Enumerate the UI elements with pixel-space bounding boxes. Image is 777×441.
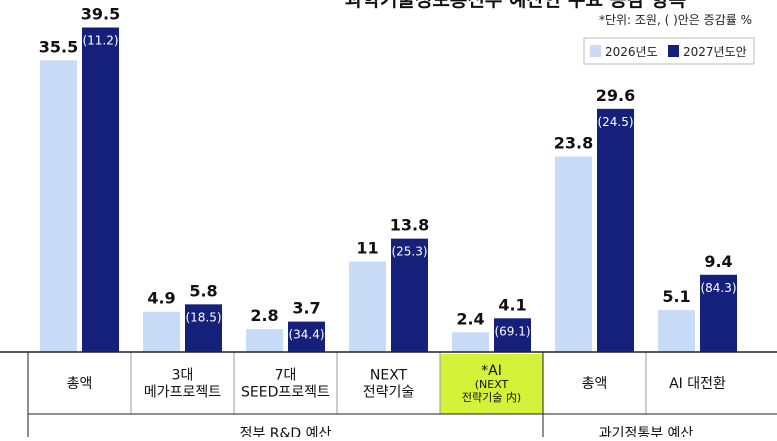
- category-label-line: SEED프로젝트: [241, 385, 330, 401]
- bar-2026-1: [143, 311, 180, 352]
- value-label-2026: 2.8: [250, 306, 278, 325]
- value-label-2027: 39.5: [81, 5, 120, 24]
- legend-swatch-2027: [668, 45, 679, 57]
- highlight-background: [440, 354, 543, 414]
- category-label: 총액: [582, 376, 608, 392]
- category-label-line: 총액: [67, 376, 93, 392]
- category-label-line: 메가프로젝트: [144, 385, 221, 401]
- bar-2027-4: [494, 318, 531, 352]
- bar-2026-2: [246, 328, 283, 352]
- legend-label-2027: 2027년도안: [683, 45, 747, 59]
- growth-label: (34.4): [288, 328, 324, 342]
- value-label-2026: 4.9: [147, 289, 175, 308]
- bar-2027-3: [391, 238, 428, 352]
- category-label: NEXT 전략기술: [363, 368, 415, 401]
- bar-2027-0: [82, 27, 119, 352]
- value-label-2026: 35.5: [39, 37, 78, 56]
- legend-swatch-2026: [590, 45, 601, 57]
- value-label-2026: 2.4: [456, 309, 484, 328]
- bar-2027-6: [700, 274, 737, 352]
- bar-2027-1: [185, 304, 222, 352]
- value-label-2027: 5.8: [189, 281, 217, 300]
- unit-note: *단위: 조원, ( )안은 증감률 %: [599, 13, 752, 27]
- category-label: AI 대전환: [669, 376, 726, 392]
- category-label: 3대 메가프로젝트: [144, 368, 221, 401]
- value-label-2027: 13.8: [390, 216, 429, 235]
- group-label: 과기정통부 예산: [599, 426, 694, 437]
- bar-2027-5: [597, 108, 634, 352]
- category-label-line: 전략기술 内): [462, 390, 521, 404]
- bar-2026-0: [40, 60, 77, 353]
- bar-2027-2: [288, 321, 325, 352]
- growth-label: (18.5): [185, 310, 221, 324]
- category-label: *AI (NEXT 전략기술 内): [462, 363, 521, 404]
- bar-2026-6: [658, 310, 695, 352]
- category-label-line: 총액: [582, 376, 608, 392]
- legend-label-2026: 2026년도: [605, 45, 658, 59]
- value-label-2027: 3.7: [292, 299, 320, 318]
- category-label: 7대 SEED프로젝트: [241, 368, 330, 401]
- growth-label: (11.2): [82, 34, 118, 48]
- value-label-2026: 5.1: [662, 287, 690, 306]
- value-label-2026: 11: [356, 239, 378, 258]
- category-label-line: 7대: [275, 368, 297, 384]
- category-label-line: 전략기술: [363, 385, 415, 401]
- bar-2026-5: [555, 156, 592, 352]
- chart-title: 과학기술정보통신부 예산안 주요 증감 항목: [345, 0, 686, 11]
- category-label-line: AI 대전환: [669, 376, 726, 392]
- group-label: 정부 R&D 예산: [240, 426, 332, 437]
- growth-label: (25.3): [391, 245, 427, 259]
- value-label-2027: 4.1: [498, 295, 526, 314]
- value-label-2027: 29.6: [596, 86, 635, 105]
- category-label-line: 3대: [172, 368, 194, 384]
- bar-2026-4: [452, 332, 489, 352]
- category-label: 총액: [67, 376, 93, 392]
- category-label-line: NEXT: [370, 368, 408, 384]
- legend: 2026년도 2027년도안: [583, 37, 755, 65]
- category-label-line: (NEXT: [475, 378, 509, 391]
- growth-label: (69.1): [494, 324, 530, 338]
- bar-2026-3: [349, 261, 386, 352]
- category-label-line: *AI: [481, 363, 502, 379]
- value-label-2026: 23.8: [554, 133, 593, 152]
- growth-label: (84.3): [700, 281, 736, 295]
- value-label-2027: 9.4: [704, 252, 732, 271]
- growth-label: (24.5): [597, 115, 633, 129]
